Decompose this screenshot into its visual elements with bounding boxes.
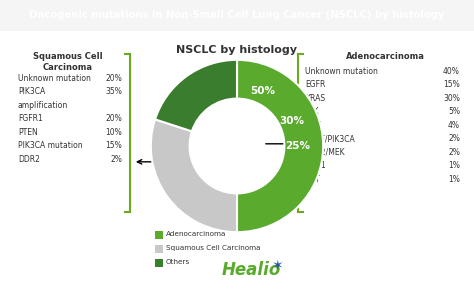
- Text: 30%: 30%: [279, 116, 304, 126]
- Text: Healio: Healio: [222, 261, 281, 279]
- FancyBboxPatch shape: [0, 31, 474, 292]
- Text: 30%: 30%: [443, 94, 460, 103]
- Text: BRAF/PIK3CA: BRAF/PIK3CA: [305, 134, 355, 143]
- Text: Oncogenic mutations in Non-Small Cell Lung Cancer (NSCLC) by histology: Oncogenic mutations in Non-Small Cell Lu…: [29, 10, 445, 20]
- Wedge shape: [237, 60, 323, 232]
- Text: 40%: 40%: [443, 67, 460, 76]
- Text: 15%: 15%: [443, 80, 460, 89]
- Text: 1%: 1%: [448, 161, 460, 170]
- Bar: [155, 259, 163, 267]
- Text: Adenocarcinoma: Adenocarcinoma: [166, 231, 227, 237]
- Text: 2%: 2%: [110, 155, 122, 164]
- Text: 10%: 10%: [105, 128, 122, 137]
- Text: EGFR: EGFR: [305, 80, 325, 89]
- Text: Unknown mutation: Unknown mutation: [305, 67, 378, 76]
- Text: 2%: 2%: [448, 148, 460, 157]
- Text: KRAS: KRAS: [305, 94, 325, 103]
- Text: 35%: 35%: [105, 87, 122, 96]
- Text: Others: Others: [166, 259, 190, 265]
- Text: HER2/MEK: HER2/MEK: [305, 148, 345, 157]
- Wedge shape: [151, 119, 237, 232]
- Text: Adenocarcinoma: Adenocarcinoma: [346, 52, 424, 61]
- Bar: [155, 231, 163, 239]
- Text: ROS1: ROS1: [305, 161, 326, 170]
- Text: 5%: 5%: [448, 107, 460, 116]
- Bar: [155, 245, 163, 253]
- Text: 4%: 4%: [448, 121, 460, 130]
- Text: FGFR1: FGFR1: [18, 114, 43, 123]
- Text: MET: MET: [305, 121, 321, 130]
- Text: 1%: 1%: [448, 175, 460, 184]
- Text: RET: RET: [305, 175, 320, 184]
- Text: amplification: amplification: [18, 101, 68, 110]
- Text: ALK: ALK: [305, 107, 319, 116]
- Text: 20%: 20%: [105, 74, 122, 83]
- Text: Unknown mutation: Unknown mutation: [18, 74, 91, 83]
- Wedge shape: [155, 60, 237, 131]
- Text: PIK3CA mutation: PIK3CA mutation: [18, 141, 82, 150]
- Text: 20%: 20%: [105, 114, 122, 123]
- Text: 2%: 2%: [448, 134, 460, 143]
- Text: Squamous Cell
Carcinoma: Squamous Cell Carcinoma: [33, 52, 103, 72]
- Text: 25%: 25%: [285, 141, 310, 151]
- Text: PIK3CA: PIK3CA: [18, 87, 45, 96]
- Text: PTEN: PTEN: [18, 128, 38, 137]
- Text: 50%: 50%: [250, 86, 275, 96]
- Text: NSCLC by histology: NSCLC by histology: [176, 45, 298, 55]
- Text: 15%: 15%: [105, 141, 122, 150]
- Text: ✶: ✶: [272, 259, 284, 273]
- Text: Squamous Cell Carcinoma: Squamous Cell Carcinoma: [166, 245, 261, 251]
- Text: DDR2: DDR2: [18, 155, 40, 164]
